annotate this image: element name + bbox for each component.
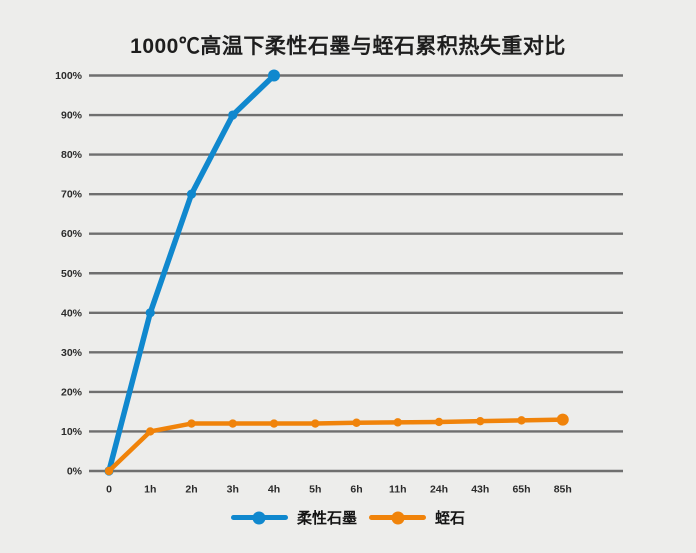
y-axis-tick-label: 50%: [61, 268, 83, 280]
data-point: [228, 419, 237, 428]
x-axis-tick-label: 43h: [471, 484, 489, 496]
y-axis-tick-label: 80%: [61, 149, 83, 161]
legend-label-vermiculite: 蛭石: [435, 510, 466, 527]
y-axis-tick-label: 30%: [61, 347, 83, 359]
data-point: [268, 69, 280, 82]
data-point: [145, 308, 155, 318]
x-axis-tick-label: 2h: [185, 484, 197, 496]
chart-title: 1000℃高温下柔性石墨与蛭石累积热失重对比: [130, 35, 566, 58]
legend-item-vermiculite: 蛭石: [369, 507, 465, 528]
x-axis-tick-label: 3h: [227, 484, 239, 496]
data-point: [146, 427, 155, 436]
graphite-line-marker-icon: [230, 511, 288, 524]
y-axis-tick-label: 100%: [55, 70, 83, 82]
data-point: [228, 110, 238, 120]
y-axis-tick-label: 20%: [61, 386, 83, 398]
series-line-1: [106, 417, 565, 474]
y-axis-tick-label: 60%: [61, 228, 83, 240]
data-point: [476, 416, 485, 426]
y-axis-tick-label: 0%: [67, 466, 83, 478]
x-axis-tick-label: 65h: [512, 484, 530, 496]
data-point: [186, 189, 197, 199]
data-point: [434, 417, 444, 427]
y-axis-tick-label: 40%: [61, 307, 83, 319]
x-axis-tick-label: 24h: [430, 484, 448, 496]
data-point: [352, 418, 361, 427]
data-point: [104, 466, 114, 476]
data-point: [393, 418, 402, 427]
y-axis-tick-label: 10%: [61, 426, 83, 438]
x-axis-tick-label: 1h: [144, 484, 156, 496]
data-point: [517, 416, 526, 425]
data-point: [556, 413, 569, 426]
legend-item-graphite: 柔性石墨: [230, 507, 357, 528]
x-axis-tick-label: 85h: [554, 484, 572, 496]
x-axis-tick-label: 6h: [350, 484, 362, 496]
x-axis-tick-label: 4h: [268, 484, 280, 496]
chart-legend: 柔性石墨 蛭石: [0, 507, 696, 528]
data-point: [269, 419, 279, 428]
data-point: [187, 419, 196, 428]
x-axis-tick-label: 5h: [309, 484, 321, 496]
vermiculite-line-marker-icon: [369, 511, 426, 524]
vermiculite-dot-icon: [391, 511, 404, 524]
legend-label-graphite: 柔性石墨: [296, 510, 357, 527]
y-axis-tick-label: 90%: [61, 110, 83, 122]
x-axis-tick-label: 0: [106, 484, 112, 496]
x-axis-tick-label: 11h: [389, 484, 407, 496]
data-point: [311, 419, 320, 428]
graphite-dot-icon: [252, 511, 266, 524]
y-axis-tick-label: 70%: [61, 189, 83, 201]
